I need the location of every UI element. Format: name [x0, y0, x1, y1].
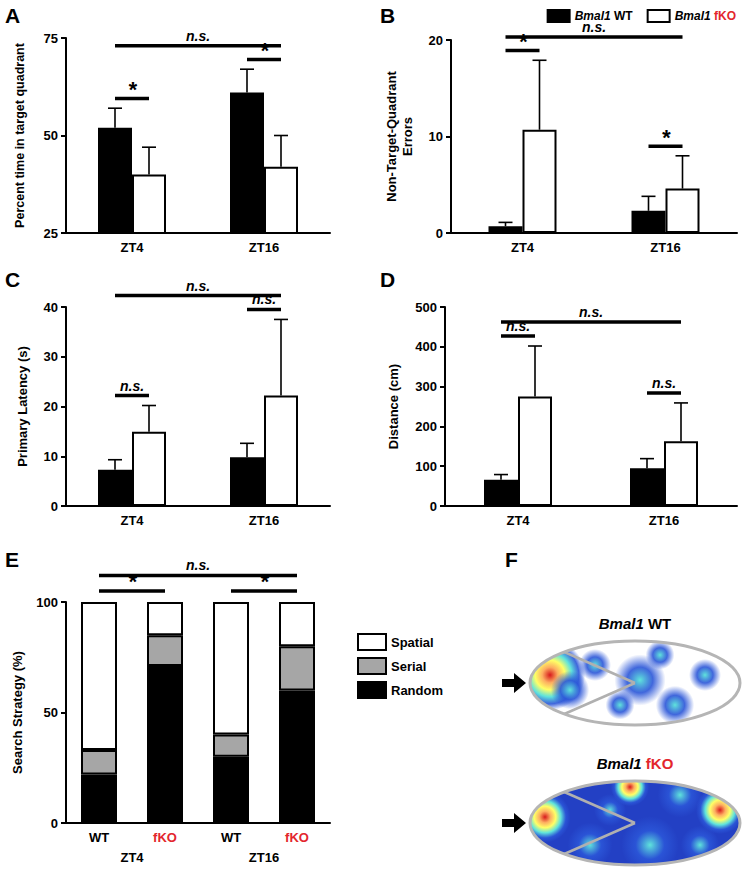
- svg-text:fKO: fKO: [153, 830, 177, 845]
- svg-text:fKO: fKO: [285, 830, 309, 845]
- svg-text:ZT16: ZT16: [649, 513, 679, 528]
- svg-text:Errors: Errors: [400, 117, 415, 156]
- svg-text:75: 75: [44, 31, 58, 46]
- svg-text:0: 0: [436, 226, 443, 241]
- svg-text:n.s.: n.s.: [652, 375, 676, 391]
- svg-text:ZT4: ZT4: [506, 513, 530, 528]
- svg-text:Bmal1 fKO: Bmal1 fKO: [597, 755, 674, 772]
- svg-text:Bmal1: Bmal1: [675, 9, 711, 23]
- svg-text:n.s.: n.s.: [582, 19, 606, 35]
- svg-text:Primary Latency (s): Primary Latency (s): [15, 346, 30, 467]
- html-text:F: F: [505, 548, 518, 571]
- svg-text:0: 0: [430, 499, 437, 514]
- svg-text:20: 20: [429, 33, 443, 48]
- svg-text:*: *: [661, 125, 671, 150]
- svg-text:Percent time in target quadran: Percent time in target quadrant: [13, 42, 27, 228]
- svg-text:25: 25: [44, 226, 58, 241]
- svg-text:ZT4: ZT4: [120, 513, 144, 528]
- svg-text:WT: WT: [89, 830, 109, 845]
- svg-text:n.s.: n.s.: [186, 28, 210, 44]
- svg-text:20: 20: [44, 399, 58, 414]
- svg-text:n.s.: n.s.: [186, 278, 210, 294]
- svg-text:*: *: [260, 569, 270, 594]
- svg-text:ZT16: ZT16: [249, 240, 279, 255]
- html-text:D: D: [380, 268, 396, 291]
- svg-text:ZT16: ZT16: [650, 240, 680, 255]
- svg-text:n.s.: n.s.: [120, 378, 144, 394]
- svg-text:30: 30: [44, 349, 58, 364]
- svg-text:50: 50: [44, 128, 58, 143]
- svg-text:100: 100: [415, 459, 437, 474]
- svg-text:100: 100: [36, 595, 58, 610]
- html-text:E: E: [5, 548, 19, 571]
- svg-text:10: 10: [44, 449, 58, 464]
- svg-text:WT: WT: [614, 9, 633, 23]
- svg-text:400: 400: [415, 339, 437, 354]
- svg-text:fKO: fKO: [714, 9, 736, 23]
- svg-text:*: *: [128, 569, 138, 594]
- svg-text:*: *: [128, 77, 138, 102]
- svg-text:WT: WT: [221, 830, 241, 845]
- svg-text:0: 0: [51, 499, 58, 514]
- svg-text:Spatial: Spatial: [391, 635, 434, 650]
- svg-text:ZT4: ZT4: [120, 850, 144, 865]
- svg-text:Random: Random: [391, 683, 443, 698]
- svg-text:n.s.: n.s.: [505, 318, 531, 335]
- svg-text:ZT16: ZT16: [249, 850, 279, 865]
- svg-text:Bmal1: Bmal1: [574, 9, 611, 23]
- svg-text:40: 40: [44, 300, 58, 315]
- svg-text:Bmal1 WT: Bmal1 WT: [599, 615, 672, 632]
- svg-text:50: 50: [44, 705, 58, 720]
- svg-text:10: 10: [429, 129, 443, 144]
- svg-text:Non-Target-Quadrant: Non-Target-Quadrant: [384, 71, 399, 202]
- svg-text:n.s.: n.s.: [579, 304, 603, 320]
- svg-text:Distance (cm): Distance (cm): [386, 364, 401, 449]
- svg-text:*: *: [260, 38, 270, 63]
- svg-text:n.s.: n.s.: [186, 557, 210, 573]
- svg-text:ZT16: ZT16: [249, 513, 279, 528]
- svg-text:ZT4: ZT4: [120, 240, 144, 255]
- html-text:B: B: [380, 4, 396, 27]
- svg-text:ZT4: ZT4: [511, 240, 535, 255]
- svg-text:0: 0: [51, 816, 58, 831]
- svg-text:200: 200: [415, 419, 437, 434]
- svg-text:Search Strategy (%): Search Strategy (%): [10, 651, 25, 774]
- svg-text:500: 500: [415, 300, 437, 315]
- html-text:A: A: [5, 4, 21, 27]
- svg-text:*: *: [518, 29, 528, 54]
- svg-text:Serial: Serial: [391, 659, 426, 674]
- html-text:C: C: [5, 268, 21, 291]
- svg-text:n.s.: n.s.: [251, 291, 277, 308]
- svg-text:300: 300: [415, 379, 437, 394]
